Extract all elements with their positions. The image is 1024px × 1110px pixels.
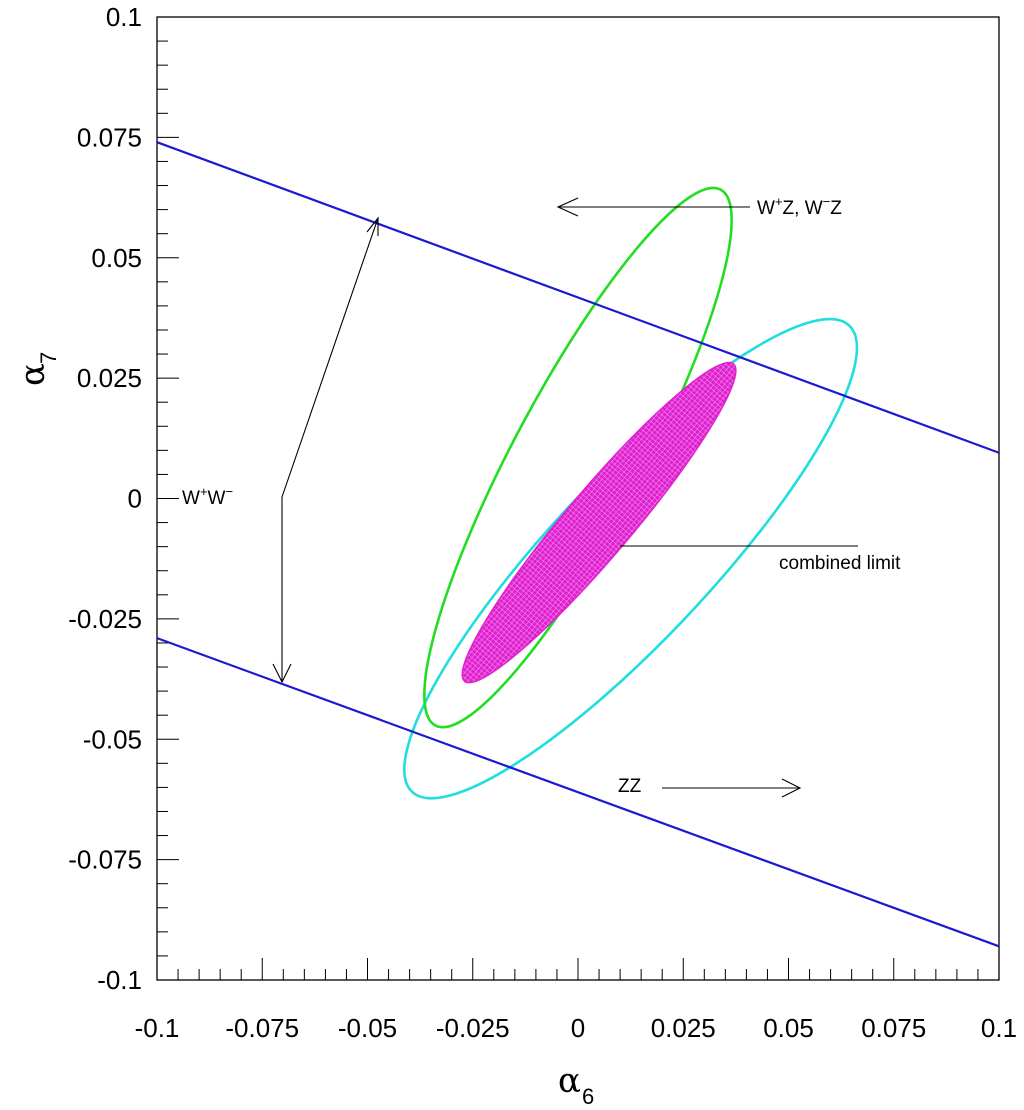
- y-tick-label: -0.075: [68, 845, 142, 875]
- annotations: W+W− W+Z, W−Z combined limit ZZ: [182, 194, 901, 797]
- plot-area: [157, 141, 999, 948]
- y-axis-title: α 7: [13, 352, 61, 386]
- y-tick-label: 0: [128, 484, 142, 514]
- wz-contour: [423, 186, 733, 729]
- y-tick-label: -0.05: [83, 724, 142, 754]
- axis-ticks: [156, 16, 1000, 981]
- combined-limit-region: [461, 361, 737, 684]
- y-tick-labels: -0.1 -0.075 -0.05 -0.025 0 0.025 0.05 0.075 0.1: [68, 2, 142, 995]
- y-axis-label-sub: 7: [36, 352, 61, 364]
- annotation-ww: W+W−: [182, 484, 233, 509]
- annotation-combined: combined limit: [779, 553, 901, 574]
- ww-lower-bound-line: [157, 637, 999, 948]
- x-tick-label: 0.075: [861, 1013, 926, 1043]
- x-tick-label: 0.05: [763, 1013, 814, 1043]
- x-axis-label-sub: 6: [582, 1084, 594, 1109]
- x-tick-label: 0: [571, 1013, 585, 1043]
- ww-arrow-down: [272, 497, 292, 684]
- y-tick-label: 0.05: [91, 243, 142, 273]
- y-tick-label: -0.025: [68, 604, 142, 634]
- x-tick-label: 0.025: [651, 1013, 716, 1043]
- y-axis-label: α: [13, 363, 53, 386]
- x-tick-label: -0.1: [135, 1013, 180, 1043]
- ww-arrow-up: [281, 216, 379, 498]
- y-tick-label: -0.1: [97, 965, 142, 995]
- y-tick-label: 0.075: [77, 122, 142, 152]
- annotation-wz: W+Z, W−Z: [757, 194, 842, 219]
- x-tick-label: -0.05: [338, 1013, 397, 1043]
- x-axis-title: α 6: [558, 1061, 594, 1109]
- annotation-zz: ZZ: [618, 776, 642, 797]
- ww-upper-bound-line: [157, 141, 999, 454]
- x-axis-label: α: [558, 1061, 581, 1101]
- wz-arrow: [556, 197, 750, 217]
- annotation-arrows: [272, 197, 858, 798]
- x-tick-label: 0.1: [981, 1013, 1017, 1043]
- x-tick-label: -0.025: [436, 1013, 510, 1043]
- x-tick-labels: -0.1 -0.075 -0.05 -0.025 0 0.025 0.05 0.075 0.1: [135, 1013, 1017, 1043]
- x-tick-label: -0.075: [225, 1013, 299, 1043]
- y-tick-label: 0.1: [106, 2, 142, 32]
- y-tick-label: 0.025: [77, 363, 142, 393]
- zz-arrow: [662, 778, 802, 798]
